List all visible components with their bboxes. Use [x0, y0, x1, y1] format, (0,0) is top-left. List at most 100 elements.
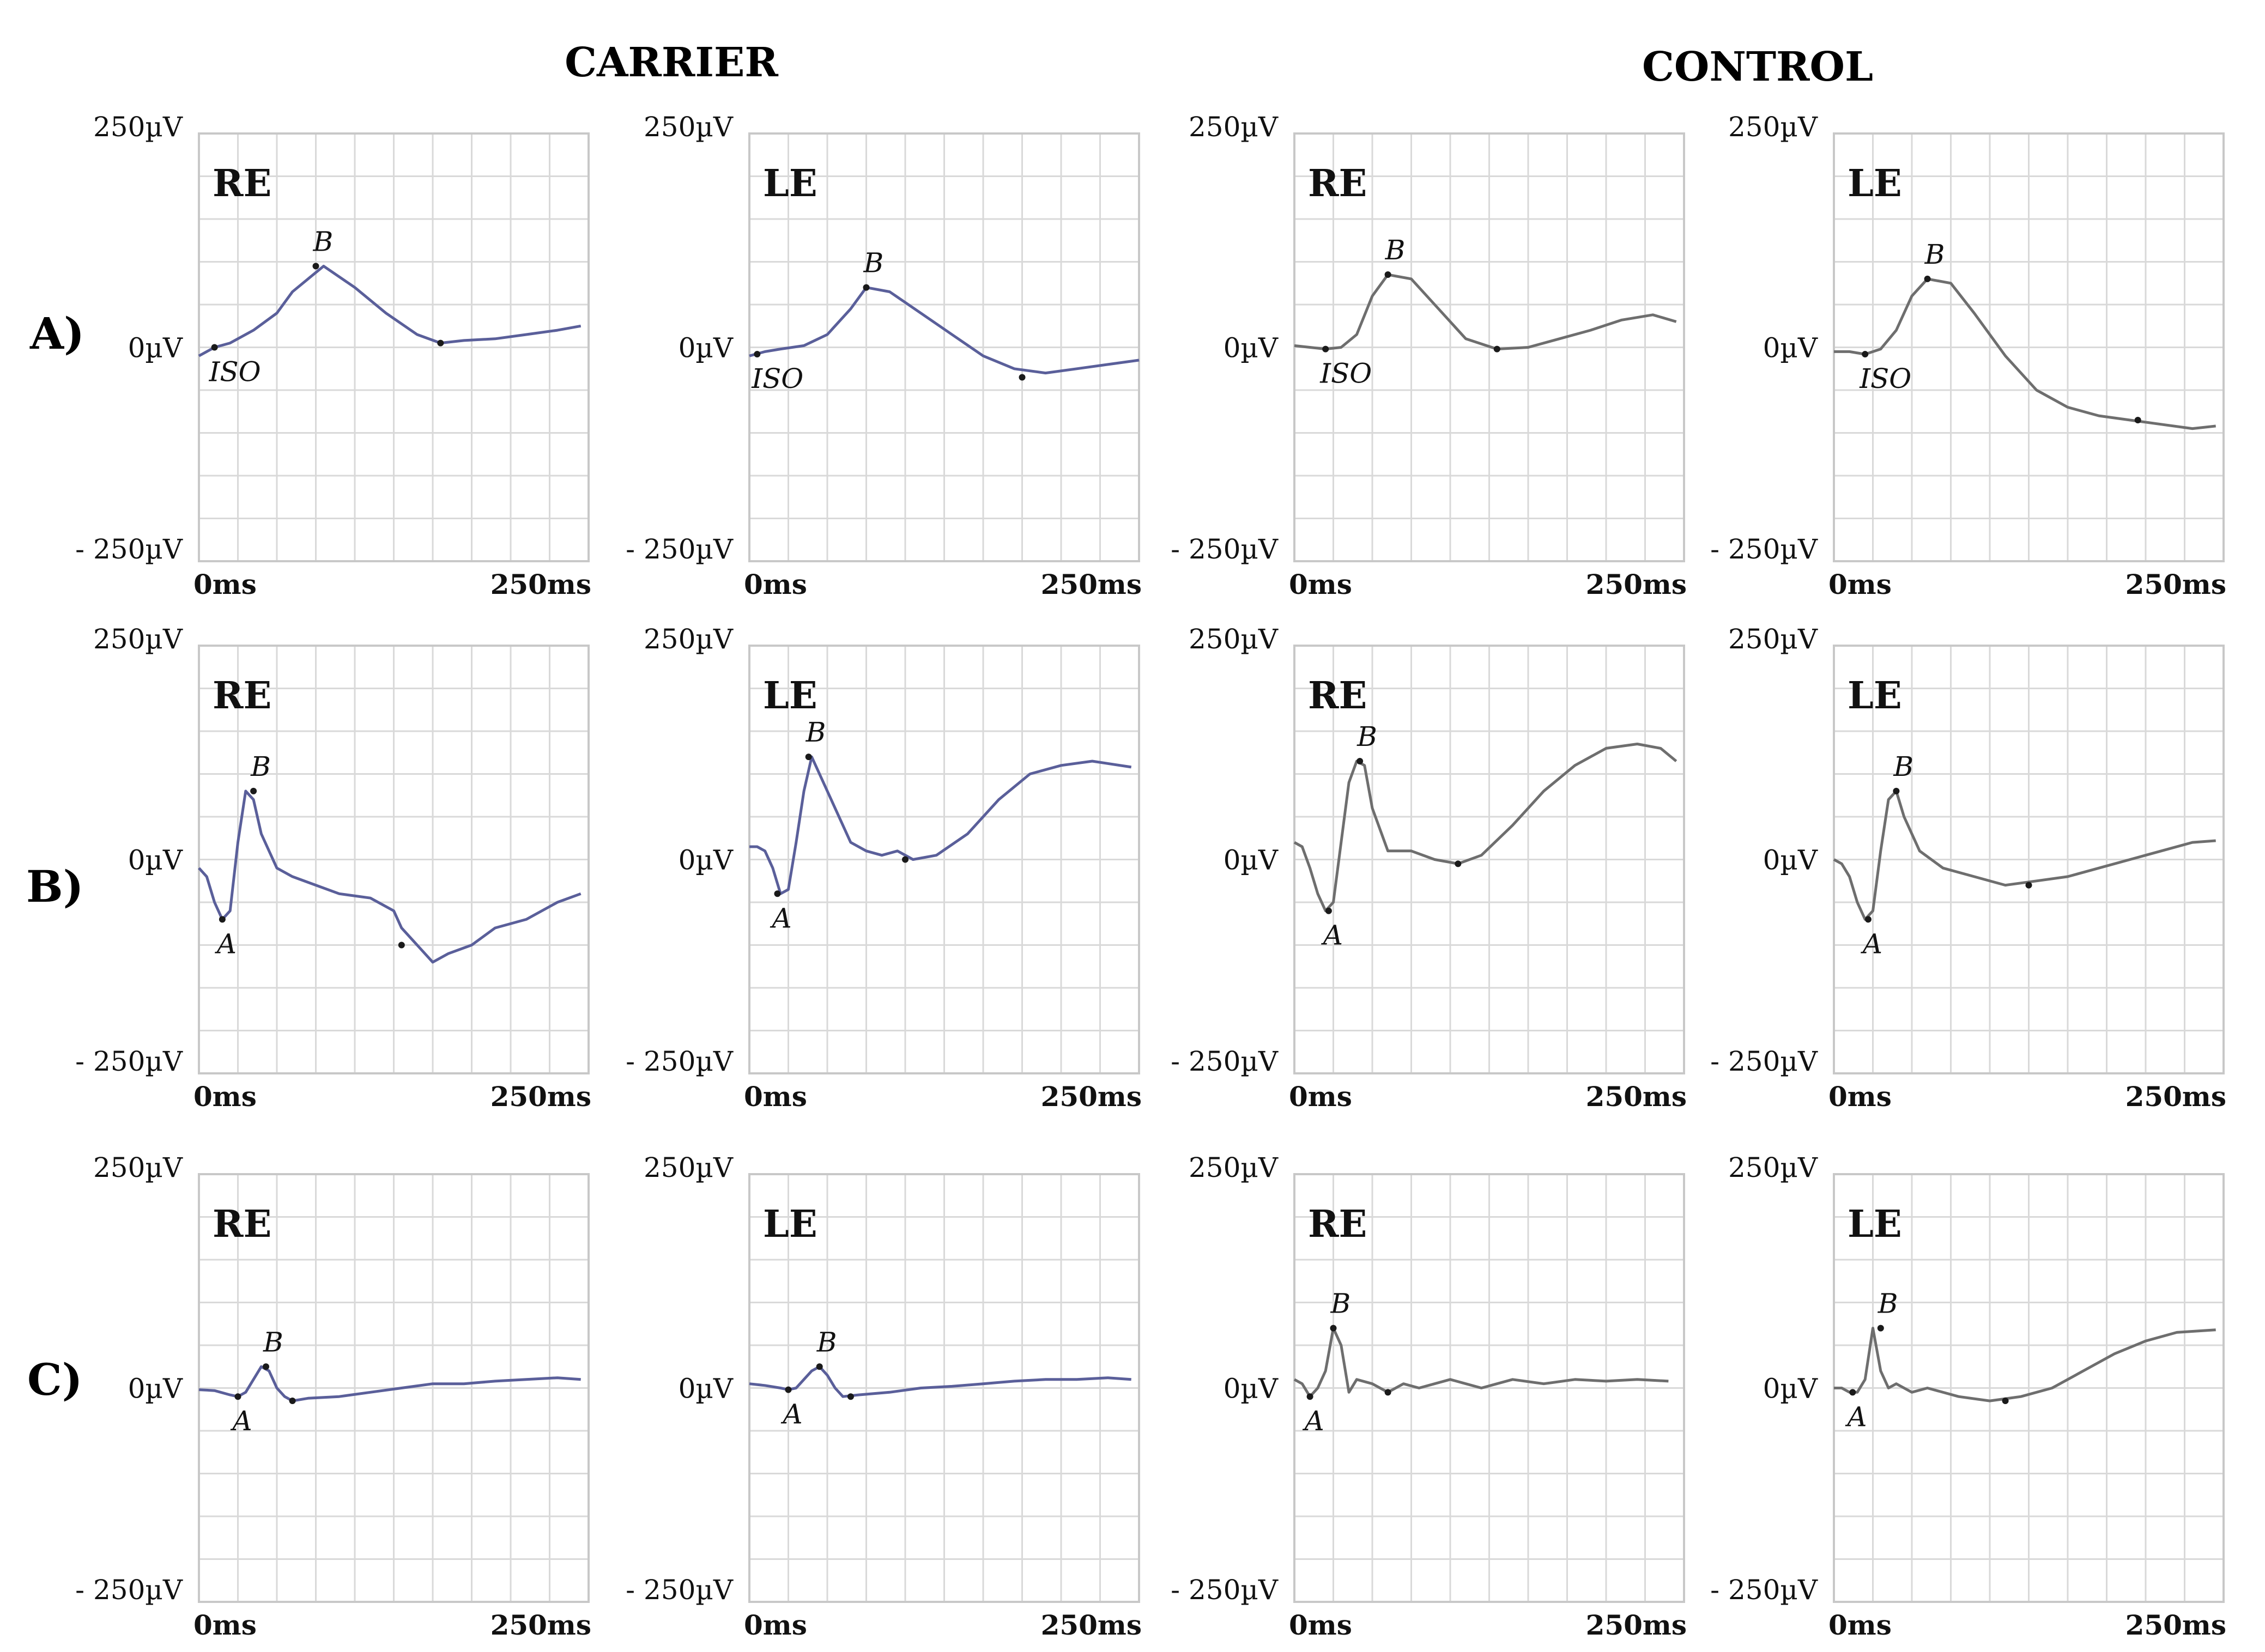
wave-label-a: A [1303, 1405, 1324, 1437]
eye-label: RE [213, 674, 271, 718]
y-axis-zero-label: 0µV [1224, 845, 1279, 876]
y-axis-bottom-label: - 250µV [75, 533, 183, 565]
plot-frame [198, 132, 590, 562]
plot-frame [1293, 132, 1685, 562]
y-axis-bottom-label: - 250µV [75, 1046, 183, 1077]
erg-trace [1293, 743, 1677, 913]
y-axis-zero-label: 0µV [128, 332, 183, 364]
x-axis-end-label: 250ms [490, 1609, 591, 1641]
wave-label-iso: ISO [751, 363, 803, 394]
eye-label: LE [763, 1202, 817, 1246]
panel-row-b-control-re: 250µV 0µV - 250µV 0ms 250ms RE A B [1171, 623, 1687, 1113]
wave-marker-point [289, 1398, 296, 1405]
eye-label: RE [1308, 162, 1367, 205]
x-axis-end-label: 250ms [1586, 568, 1687, 600]
x-axis-end-label: 250ms [2125, 568, 2226, 600]
wave-marker-point [219, 916, 226, 923]
eye-label: RE [213, 162, 271, 205]
wave-marker-point [2025, 882, 2032, 889]
wave-label-b: B [1356, 721, 1377, 752]
row-label-a: A) [29, 308, 84, 359]
x-axis-end-label: 250ms [2125, 1080, 2226, 1113]
y-axis-zero-label: 0µV [128, 845, 183, 876]
wave-marker-point [805, 754, 812, 761]
x-axis-start-label: 0ms [193, 568, 257, 600]
y-axis-bottom-label: - 250µV [626, 1574, 734, 1606]
panels-container: 250µV 0µV - 250µV 0ms 250ms RE ISO B 250µV 0µV - 2… [75, 111, 2226, 1641]
wave-marker-point [1019, 374, 1026, 381]
wave-label-b: B [816, 1326, 837, 1358]
wave-label-b: B [1924, 239, 1945, 270]
wave-marker-point [1877, 1325, 1884, 1332]
wave-marker-point [1325, 907, 1332, 914]
x-axis-start-label: 0ms [193, 1080, 257, 1113]
x-axis-start-label: 0ms [1828, 1080, 1892, 1113]
panel-row-c-carrier-le: 250µV 0µV - 250µV 0ms 250ms LE A B [626, 1152, 1142, 1641]
x-axis-start-label: 0ms [744, 568, 807, 600]
eye-label: RE [1308, 1202, 1367, 1246]
erg-trace [198, 264, 582, 357]
eye-label: RE [213, 1202, 271, 1246]
wave-label-b: B [1893, 751, 1913, 782]
wave-label-b: B [806, 716, 826, 748]
y-axis-bottom-label: - 250µV [1710, 1574, 1818, 1606]
y-axis-zero-label: 0µV [1763, 332, 1818, 364]
plot-frame [1833, 132, 2225, 562]
y-axis-top-label: 250µV [93, 111, 183, 143]
panel-row-a-control-re: 250µV 0µV - 250µV 0ms 250ms RE ISO B [1171, 111, 1687, 600]
row-label-c: C) [27, 1354, 83, 1405]
y-axis-zero-label: 0µV [679, 1373, 734, 1405]
wave-label-a: A [1321, 920, 1343, 951]
panel-row-c-control-re: 250µV 0µV - 250µV 0ms 250ms RE A B [1171, 1152, 1687, 1641]
wave-label-b: B [1385, 234, 1406, 266]
wave-label-a: A [1861, 928, 1882, 959]
x-axis-end-label: 250ms [490, 1080, 591, 1113]
panel-row-c-control-le: 250µV 0µV - 250µV 0ms 250ms LE A B [1710, 1152, 2226, 1641]
wave-label-a: A [215, 928, 237, 959]
wave-label-b: B [863, 247, 884, 279]
y-axis-top-label: 250µV [93, 623, 183, 655]
wave-marker-point [1893, 787, 1900, 794]
wave-marker-point [785, 1386, 792, 1393]
wave-label-a: A [770, 902, 791, 934]
y-axis-zero-label: 0µV [1224, 332, 1279, 364]
wave-label-b: B [263, 1326, 283, 1358]
wave-marker-point [1384, 1389, 1391, 1396]
y-axis-zero-label: 0µV [1763, 1373, 1818, 1405]
x-axis-start-label: 0ms [193, 1609, 257, 1641]
wave-marker-point [312, 263, 319, 270]
erg-trace [749, 286, 1140, 375]
plot-frame [1293, 1173, 1685, 1603]
y-axis-top-label: 250µV [644, 1152, 734, 1183]
x-axis-end-label: 250ms [2125, 1609, 2226, 1641]
erg-trace [1833, 789, 2216, 921]
x-axis-end-label: 250ms [1586, 1609, 1687, 1641]
wave-marker-point [250, 787, 257, 794]
erg-trace [1294, 273, 1677, 351]
wave-marker-point [847, 1393, 854, 1400]
panel-row-a-carrier-le: 250µV 0µV - 250µV 0ms 250ms LE ISO B [626, 111, 1142, 600]
erg-trace [749, 1365, 1131, 1398]
erg-trace [1834, 277, 2216, 430]
eye-label: RE [1308, 674, 1367, 718]
x-axis-start-label: 0ms [1289, 568, 1352, 600]
x-axis-start-label: 0ms [1828, 568, 1892, 600]
erg-trace [198, 789, 582, 964]
wave-label-a: A [231, 1405, 252, 1437]
y-axis-bottom-label: - 250µV [1710, 1046, 1818, 1077]
wave-label-b: B [313, 226, 334, 257]
eye-label: LE [763, 162, 817, 205]
plot-frame [1293, 645, 1685, 1074]
wave-label-a: A [781, 1399, 803, 1430]
y-axis-top-label: 250µV [1189, 1152, 1279, 1183]
wave-marker-point [754, 351, 761, 358]
y-axis-zero-label: 0µV [128, 1373, 183, 1405]
y-axis-bottom-label: - 250µV [626, 1046, 734, 1077]
wave-marker-point [437, 339, 444, 347]
wave-label-a: A [1845, 1401, 1867, 1432]
wave-marker-point [1862, 351, 1869, 358]
wave-marker-point [1384, 271, 1391, 278]
x-axis-start-label: 0ms [1289, 1080, 1352, 1113]
panel-row-b-control-le: 250µV 0µV - 250µV 0ms 250ms LE A B [1710, 623, 2226, 1113]
y-axis-top-label: 250µV [1189, 623, 1279, 655]
